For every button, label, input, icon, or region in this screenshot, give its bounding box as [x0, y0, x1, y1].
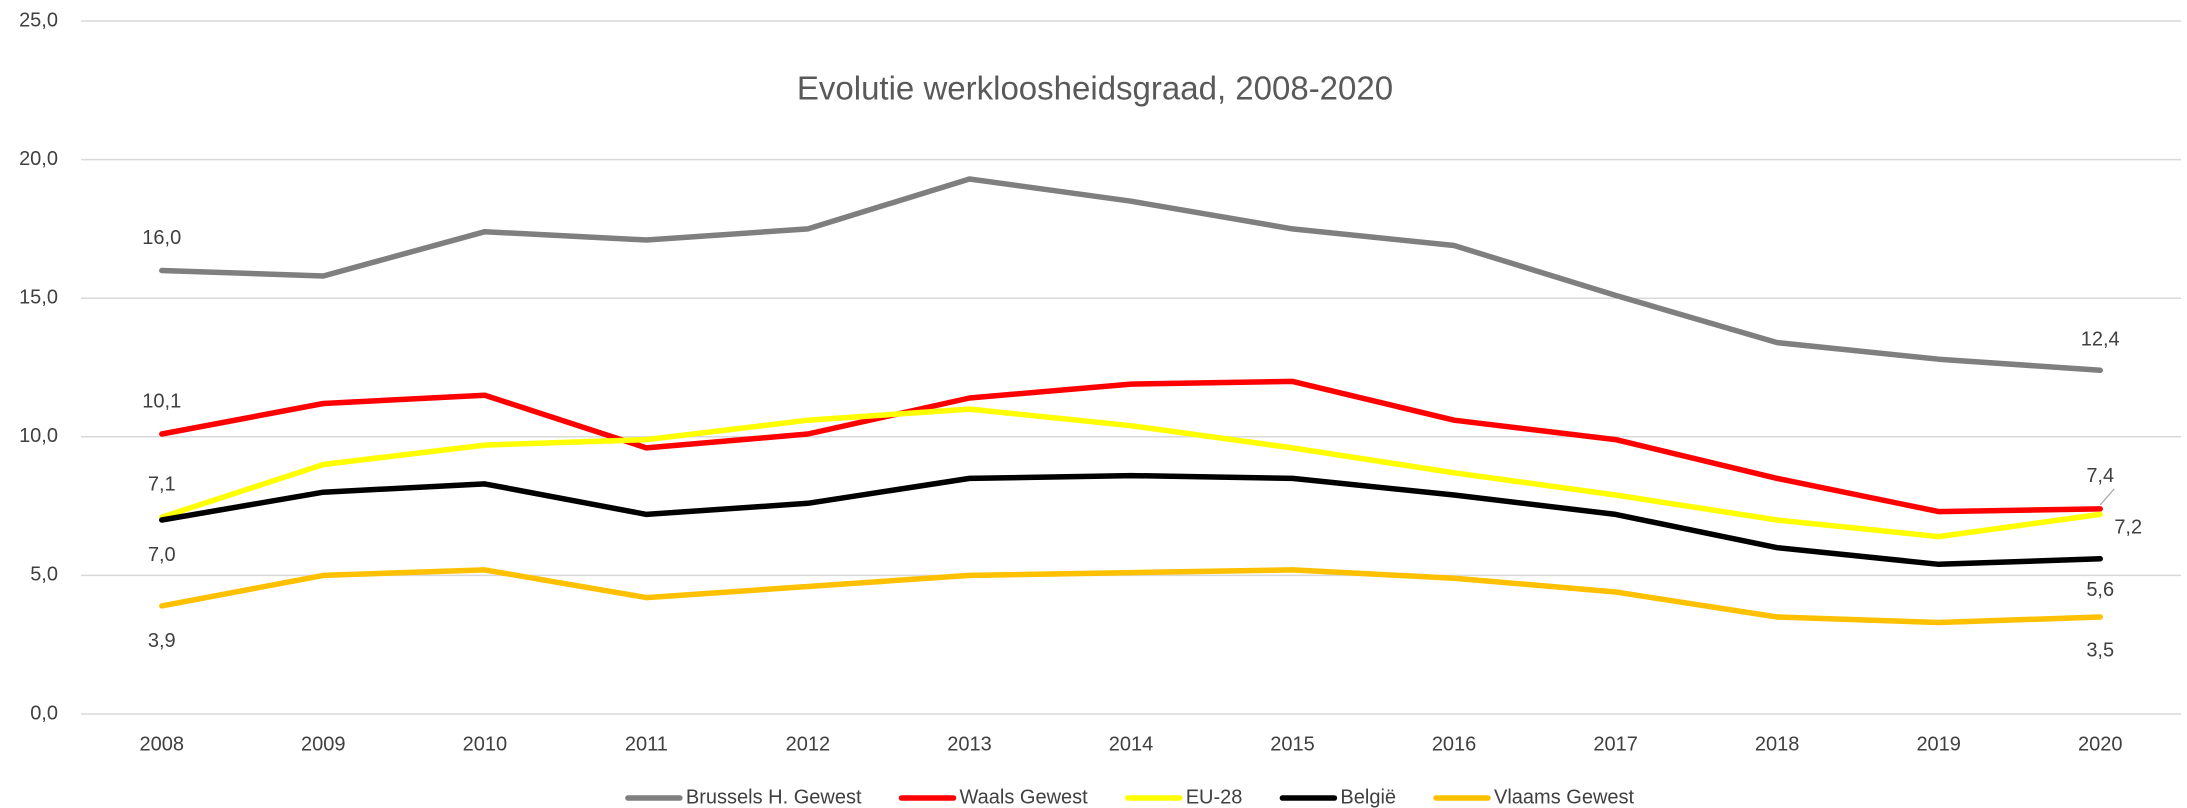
x-tick-label: 2015 [1270, 733, 1315, 755]
y-tick-label: 0,0 [30, 702, 58, 724]
data-label: 7,4 [2086, 465, 2114, 487]
series-line [159, 567, 2103, 626]
legend-label: Brussels H. Gewest [686, 786, 862, 808]
data-label: 10,1 [142, 390, 181, 412]
data-label: 3,5 [2086, 639, 2114, 661]
y-tick-label: 25,0 [19, 9, 58, 31]
data-label: 16,0 [142, 227, 181, 249]
legend-label: EU-28 [1186, 786, 1243, 808]
series-line [159, 406, 2103, 540]
x-tick-label: 2016 [1432, 733, 1477, 755]
series-line [159, 378, 2103, 515]
x-tick-label: 2010 [463, 733, 508, 755]
x-tick-label: 2013 [947, 733, 992, 755]
y-tick-label: 15,0 [19, 286, 58, 308]
leader-line [2099, 488, 2115, 506]
x-tick-label: 2018 [1755, 733, 1800, 755]
x-tick-label: 2020 [2078, 733, 2123, 755]
legend-label: Vlaams Gewest [1494, 786, 1634, 808]
x-tick-label: 2009 [301, 733, 346, 755]
data-label: 12,4 [2081, 329, 2120, 351]
data-label: 7,0 [148, 544, 176, 566]
x-tick-label: 2014 [1109, 733, 1154, 755]
x-tick-label: 2019 [1916, 733, 1961, 755]
legend: Brussels H. Gewest Waals Gewest EU-28 Belgi… [625, 786, 1635, 808]
y-tick-label: 5,0 [30, 564, 58, 586]
data-label: 5,6 [2086, 579, 2114, 601]
y-tick-label: 20,0 [19, 148, 58, 170]
series-line [159, 472, 2103, 568]
data-label: 7,2 [2114, 517, 2142, 539]
x-tick-label: 2011 [625, 733, 668, 755]
chart-title: Evolutie werkloosheidsgraad, 2008-2020 [797, 70, 1393, 107]
x-tick-label: 2008 [140, 733, 185, 755]
legend-label: Waals Gewest [960, 786, 1089, 808]
legend-label: België [1340, 786, 1396, 808]
x-tick-label: 2017 [1593, 733, 1638, 755]
data-label: 7,1 [148, 473, 176, 495]
data-label: 3,9 [148, 630, 176, 652]
y-tick-label: 10,0 [19, 425, 58, 447]
x-tick-label: 2012 [786, 733, 831, 755]
series-line [159, 176, 2103, 374]
